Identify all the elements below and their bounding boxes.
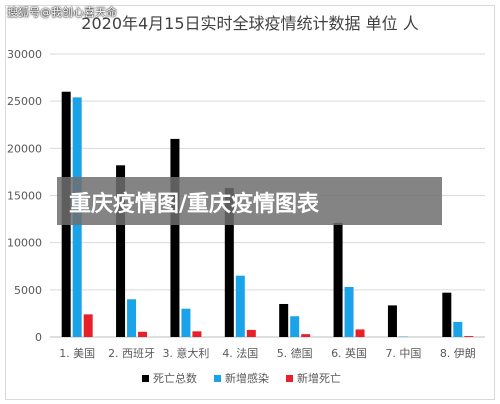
y-tick-label: 25000 [7,95,42,108]
bar [387,305,397,337]
x-tick-label: 8. 伊朗 [440,347,476,360]
bar [192,331,202,337]
chart-title: 2020年4月15日实时全球疫情统计数据 单位 人 [81,14,419,33]
legend-swatch [214,375,221,382]
bar [464,336,474,337]
bar [246,329,256,337]
y-tick-label: 0 [35,331,42,344]
x-tick-label: 7. 中国 [385,347,421,360]
bar [442,292,452,337]
bar [83,314,93,337]
x-tick-label: 3. 意大利 [162,346,209,360]
bar [453,321,463,337]
chart-frame [5,5,495,400]
bar [181,308,191,337]
bar [127,299,137,337]
y-tick-label: 30000 [7,48,42,61]
x-tick-label: 1. 美国 [59,347,95,360]
x-tick-label: 5. 德国 [277,346,313,360]
bar [301,334,311,337]
bar [279,303,289,337]
x-tick-label: 6. 英国 [331,346,367,360]
bar [170,138,180,337]
overlay-banner-text: 重庆疫情图/重庆疫情图表 [69,192,320,217]
watermark-text: 搜狐号@我创心喜天命 [7,6,117,19]
bar [355,329,365,337]
y-tick-label: 20000 [7,142,42,155]
legend-label: 死亡总数 [153,371,197,385]
y-tick-label: 10000 [7,237,42,250]
legend-swatch [142,375,149,382]
bar [224,187,234,337]
bar [138,331,148,337]
bar [344,287,354,337]
x-tick-label: 2. 西班牙 [108,347,155,360]
bar [333,222,343,337]
y-tick-label: 15000 [7,190,42,203]
bar [235,275,245,337]
bar [290,316,300,337]
y-tick-label: 5000 [14,284,42,297]
x-tick-label: 4. 法国 [222,346,258,360]
overlay-banner: 重庆疫情图/重庆疫情图表 [57,177,442,225]
legend-label: 新增死亡 [297,371,341,385]
legend-label: 新增感染 [225,371,269,385]
bar [116,165,126,337]
legend-swatch [286,375,293,382]
